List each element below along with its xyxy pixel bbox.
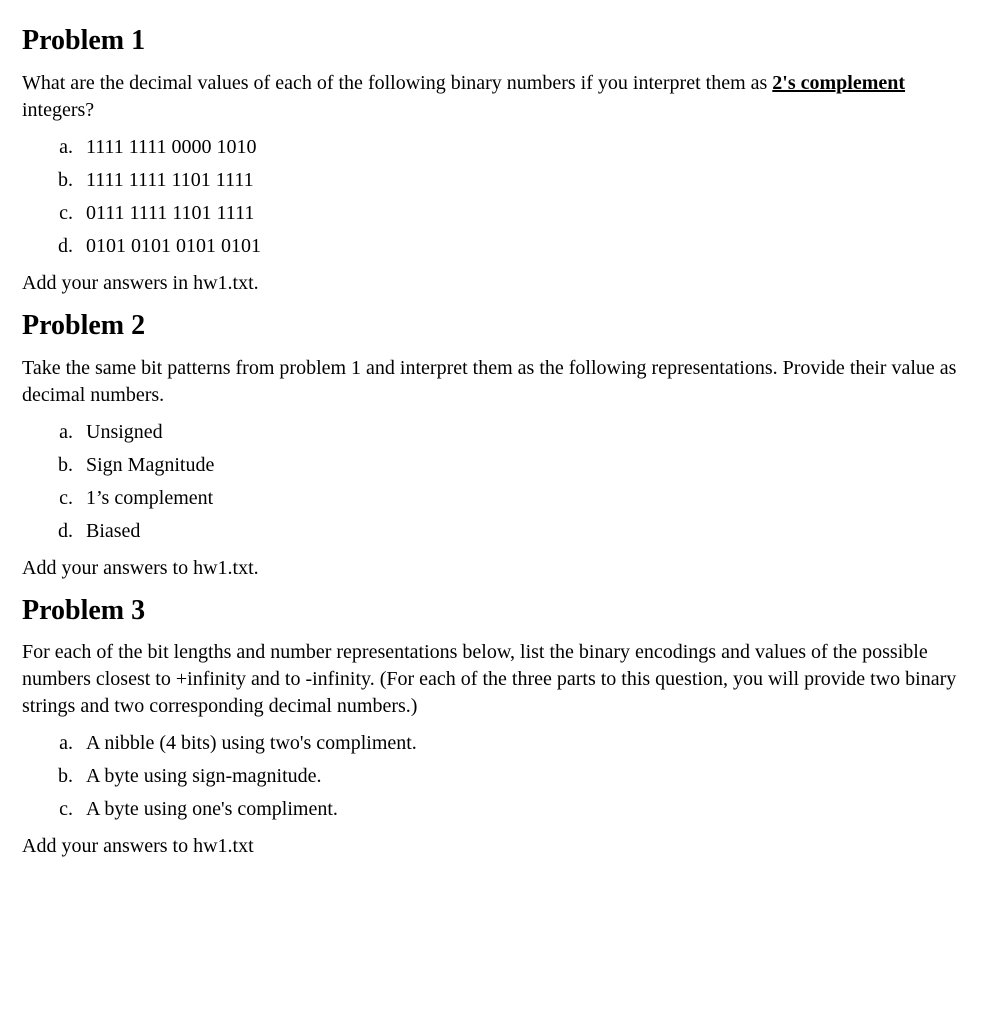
problem-footer: Add your answers in hw1.txt. — [22, 270, 964, 297]
problem-list: Unsigned Sign Magnitude 1’s complement B… — [22, 419, 964, 545]
list-item: Biased — [78, 518, 964, 545]
intro-text-pre: What are the decimal values of each of t… — [22, 72, 772, 94]
problem-heading: Problem 3 — [22, 592, 964, 630]
problem-list: 1111 1111 0000 1010 1111 1111 1101 1111 … — [22, 134, 964, 260]
problem-footer: Add your answers to hw1.txt. — [22, 555, 964, 582]
problem-heading: Problem 2 — [22, 307, 964, 345]
list-item: 1’s complement — [78, 485, 964, 512]
problem-footer: Add your answers to hw1.txt — [22, 833, 964, 860]
problem-heading: Problem 1 — [22, 22, 964, 60]
problem-intro: What are the decimal values of each of t… — [22, 70, 964, 124]
list-item: 1111 1111 1101 1111 — [78, 167, 964, 194]
list-item: 0111 1111 1101 1111 — [78, 200, 964, 227]
list-item: Unsigned — [78, 419, 964, 446]
intro-text-underlined: 2's complement — [772, 72, 905, 94]
list-item: A byte using one's compliment. — [78, 796, 964, 823]
problem-intro: For each of the bit lengths and number r… — [22, 639, 964, 720]
list-item: A nibble (4 bits) using two's compliment… — [78, 730, 964, 757]
problem-list: A nibble (4 bits) using two's compliment… — [22, 730, 964, 823]
list-item: 0101 0101 0101 0101 — [78, 233, 964, 260]
problem-intro: Take the same bit patterns from problem … — [22, 355, 964, 409]
list-item: A byte using sign-magnitude. — [78, 763, 964, 790]
list-item: Sign Magnitude — [78, 452, 964, 479]
intro-text-post: integers? — [22, 99, 94, 121]
list-item: 1111 1111 0000 1010 — [78, 134, 964, 161]
